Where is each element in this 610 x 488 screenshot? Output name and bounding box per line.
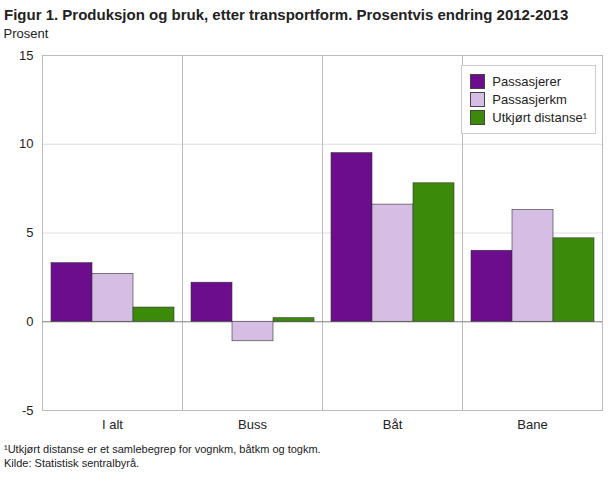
svg-text:10: 10 bbox=[19, 136, 33, 151]
html-text:Utkjørt distanse¹: Utkjørt distanse¹ bbox=[492, 110, 587, 125]
svg-text:Båt: Båt bbox=[383, 417, 403, 432]
svg-text:5: 5 bbox=[26, 225, 33, 240]
html-text:Kilde: Statistisk sentralbyrå.: Kilde: Statistisk sentralbyrå. bbox=[4, 457, 140, 469]
html-text:Passasjerer: Passasjerer bbox=[492, 74, 561, 89]
html-text:Figur 1. Produksjon og bruk, e: Figur 1. Produksjon og bruk, etter trans… bbox=[4, 6, 569, 23]
svg-text:Buss: Buss bbox=[238, 417, 267, 432]
svg-text:I alt: I alt bbox=[102, 417, 123, 432]
html-text:Passasjerkm: Passasjerkm bbox=[492, 92, 567, 107]
svg-text:-5: -5 bbox=[22, 403, 34, 418]
svg-text:Bane: Bane bbox=[517, 417, 547, 432]
html-text:¹Utkjørt distanse er et samleb: ¹Utkjørt distanse er et samlebegrep for … bbox=[4, 443, 321, 455]
svg-text:15: 15 bbox=[19, 48, 33, 63]
svg-text:Prosent: Prosent bbox=[4, 26, 49, 41]
svg-text:0: 0 bbox=[26, 314, 33, 329]
